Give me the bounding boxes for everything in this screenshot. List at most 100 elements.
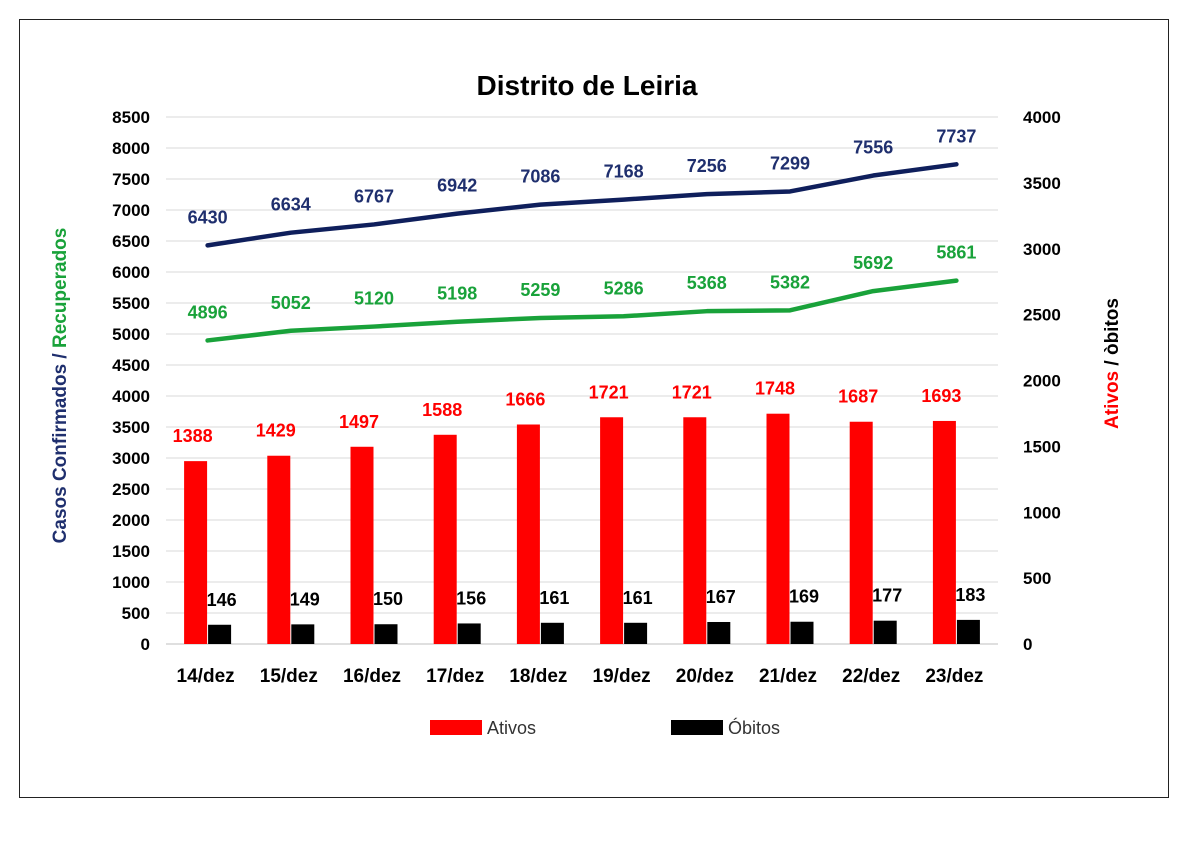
obitos-bar <box>374 624 398 644</box>
x-category-label: 16/dez <box>343 666 401 687</box>
right-tick-label: 2500 <box>1023 306 1061 325</box>
left-axis-ticks: 0 500 1000 1500 2000 2500 3000 3500 4000 4500 5000… <box>112 108 150 654</box>
left-tick-label: 8000 <box>112 139 150 158</box>
left-tick-label: 3000 <box>112 449 150 468</box>
chart-frame: Distrito de Leiria 0 500 1000 1500 2000 2500 3… <box>19 19 1169 798</box>
right-axis-title-part: / òbitos <box>1102 298 1123 371</box>
obitos-data-label: 169 <box>789 587 819 607</box>
right-axis-title-part: Ativos <box>1102 371 1123 429</box>
left-axis-title: Casos Confirmados / Recuperados <box>50 228 71 544</box>
obitos-data-label: 156 <box>456 588 486 608</box>
confirmados-data-label: 7737 <box>936 126 976 146</box>
confirmados-data-label: 6634 <box>271 195 311 215</box>
recuperados-data-label: 5120 <box>354 289 394 309</box>
right-tick-label: 1000 <box>1023 503 1061 522</box>
right-tick-label: 3000 <box>1023 240 1061 259</box>
confirmados-data-label: 6942 <box>437 176 477 196</box>
x-category-label: 15/dez <box>260 666 318 687</box>
confirmados-data-label: 7256 <box>687 156 727 176</box>
ativos-data-label: 1721 <box>672 382 712 402</box>
right-axis-ticks: 0 500 1000 1500 2000 2500 3000 3500 4000 <box>1023 108 1061 654</box>
obitos-data-label: 161 <box>539 588 569 608</box>
left-tick-label: 0 <box>141 635 150 654</box>
right-tick-label: 0 <box>1023 635 1032 654</box>
legend-label: Óbitos <box>728 717 780 738</box>
x-category-label: 18/dez <box>509 666 567 687</box>
left-tick-label: 5500 <box>112 294 150 313</box>
recuperados-data-label: 5692 <box>853 253 893 273</box>
left-tick-label: 5000 <box>112 325 150 344</box>
ativos-bar <box>350 446 374 644</box>
left-tick-label: 2000 <box>112 511 150 530</box>
obitos-bar <box>457 623 481 644</box>
gridlines <box>166 116 998 645</box>
left-tick-label: 1000 <box>112 573 150 592</box>
left-tick-label: 3500 <box>112 418 150 437</box>
line-series <box>205 162 959 343</box>
recuperados-data-label: 5368 <box>687 273 727 293</box>
ativos-bar <box>433 434 457 644</box>
x-axis-categories: 14/dez 15/dez 16/dez 17/dez 18/dez 19/dez 20/d… <box>177 666 984 687</box>
obitos-data-label: 146 <box>207 590 237 610</box>
recuperados-data-label: 5259 <box>520 280 560 300</box>
left-axis-title-part: Recuperados <box>50 228 71 348</box>
x-category-label: 21/dez <box>759 666 817 687</box>
obitos-data-label: 150 <box>373 589 403 609</box>
recuperados-data-label: 5286 <box>604 278 644 298</box>
obitos-bar <box>291 624 315 644</box>
bar-series <box>184 413 980 644</box>
x-category-label: 23/dez <box>925 666 983 687</box>
recuperados-line <box>205 278 959 343</box>
confirmados-line <box>205 162 959 248</box>
left-tick-label: 6000 <box>112 263 150 282</box>
legend-swatch <box>671 720 723 735</box>
confirmados-data-label: 7168 <box>604 162 644 182</box>
left-tick-label: 8500 <box>112 108 150 127</box>
ativos-data-label: 1388 <box>173 426 213 446</box>
recuperados-data-label: 5861 <box>936 243 976 263</box>
obitos-bar <box>873 620 897 644</box>
right-tick-label: 4000 <box>1023 108 1061 127</box>
confirmados-data-label: 7299 <box>770 153 810 173</box>
ativos-bar <box>267 455 291 644</box>
chart-title: Distrito de Leiria <box>477 70 698 101</box>
ativos-data-label: 1748 <box>755 379 795 399</box>
obitos-bar <box>790 621 814 644</box>
ativos-bar <box>766 413 790 644</box>
ativos-data-label: 1497 <box>339 412 379 432</box>
ativos-data-label: 1687 <box>838 387 878 407</box>
obitos-bar <box>540 622 564 644</box>
obitos-data-label: 167 <box>706 587 736 607</box>
ativos-bar <box>516 424 540 644</box>
left-tick-label: 4000 <box>112 387 150 406</box>
chart-svg: Distrito de Leiria 050010001500200025003… <box>50 70 1123 738</box>
x-category-label: 17/dez <box>426 666 484 687</box>
left-tick-label: 500 <box>122 604 150 623</box>
left-tick-label: 7000 <box>112 201 150 220</box>
ativos-bar <box>600 417 624 644</box>
obitos-data-label: 161 <box>623 588 653 608</box>
obitos-data-label: 183 <box>955 585 985 605</box>
left-tick-label: 4500 <box>112 356 150 375</box>
recuperados-data-label: 5052 <box>271 293 311 313</box>
recuperados-data-label: 5382 <box>770 272 810 292</box>
ativos-data-label: 1693 <box>921 386 961 406</box>
right-axis-title: Ativos / òbitos <box>1102 298 1123 429</box>
data-labels: 6430 6634 6767 6942 7086 7168 7256 7299 7556 7737… <box>173 126 986 609</box>
obitos-bar <box>956 619 980 644</box>
right-tick-label: 500 <box>1023 569 1051 588</box>
confirmados-data-label: 7086 <box>520 167 560 187</box>
obitos-bar <box>208 624 232 644</box>
recuperados-data-label: 4896 <box>188 302 228 322</box>
obitos-data-label: 149 <box>290 589 320 609</box>
legend-swatch <box>430 720 482 735</box>
confirmados-data-label: 6430 <box>188 207 228 227</box>
ativos-bar <box>683 417 707 644</box>
left-tick-label: 6500 <box>112 232 150 251</box>
left-axis-title-part: Casos Confirmados / <box>50 348 71 543</box>
ativos-bar <box>184 461 208 644</box>
obitos-bar <box>707 621 731 644</box>
legend-label: Ativos <box>487 718 536 738</box>
obitos-data-label: 177 <box>872 586 902 606</box>
x-category-label: 14/dez <box>177 666 235 687</box>
